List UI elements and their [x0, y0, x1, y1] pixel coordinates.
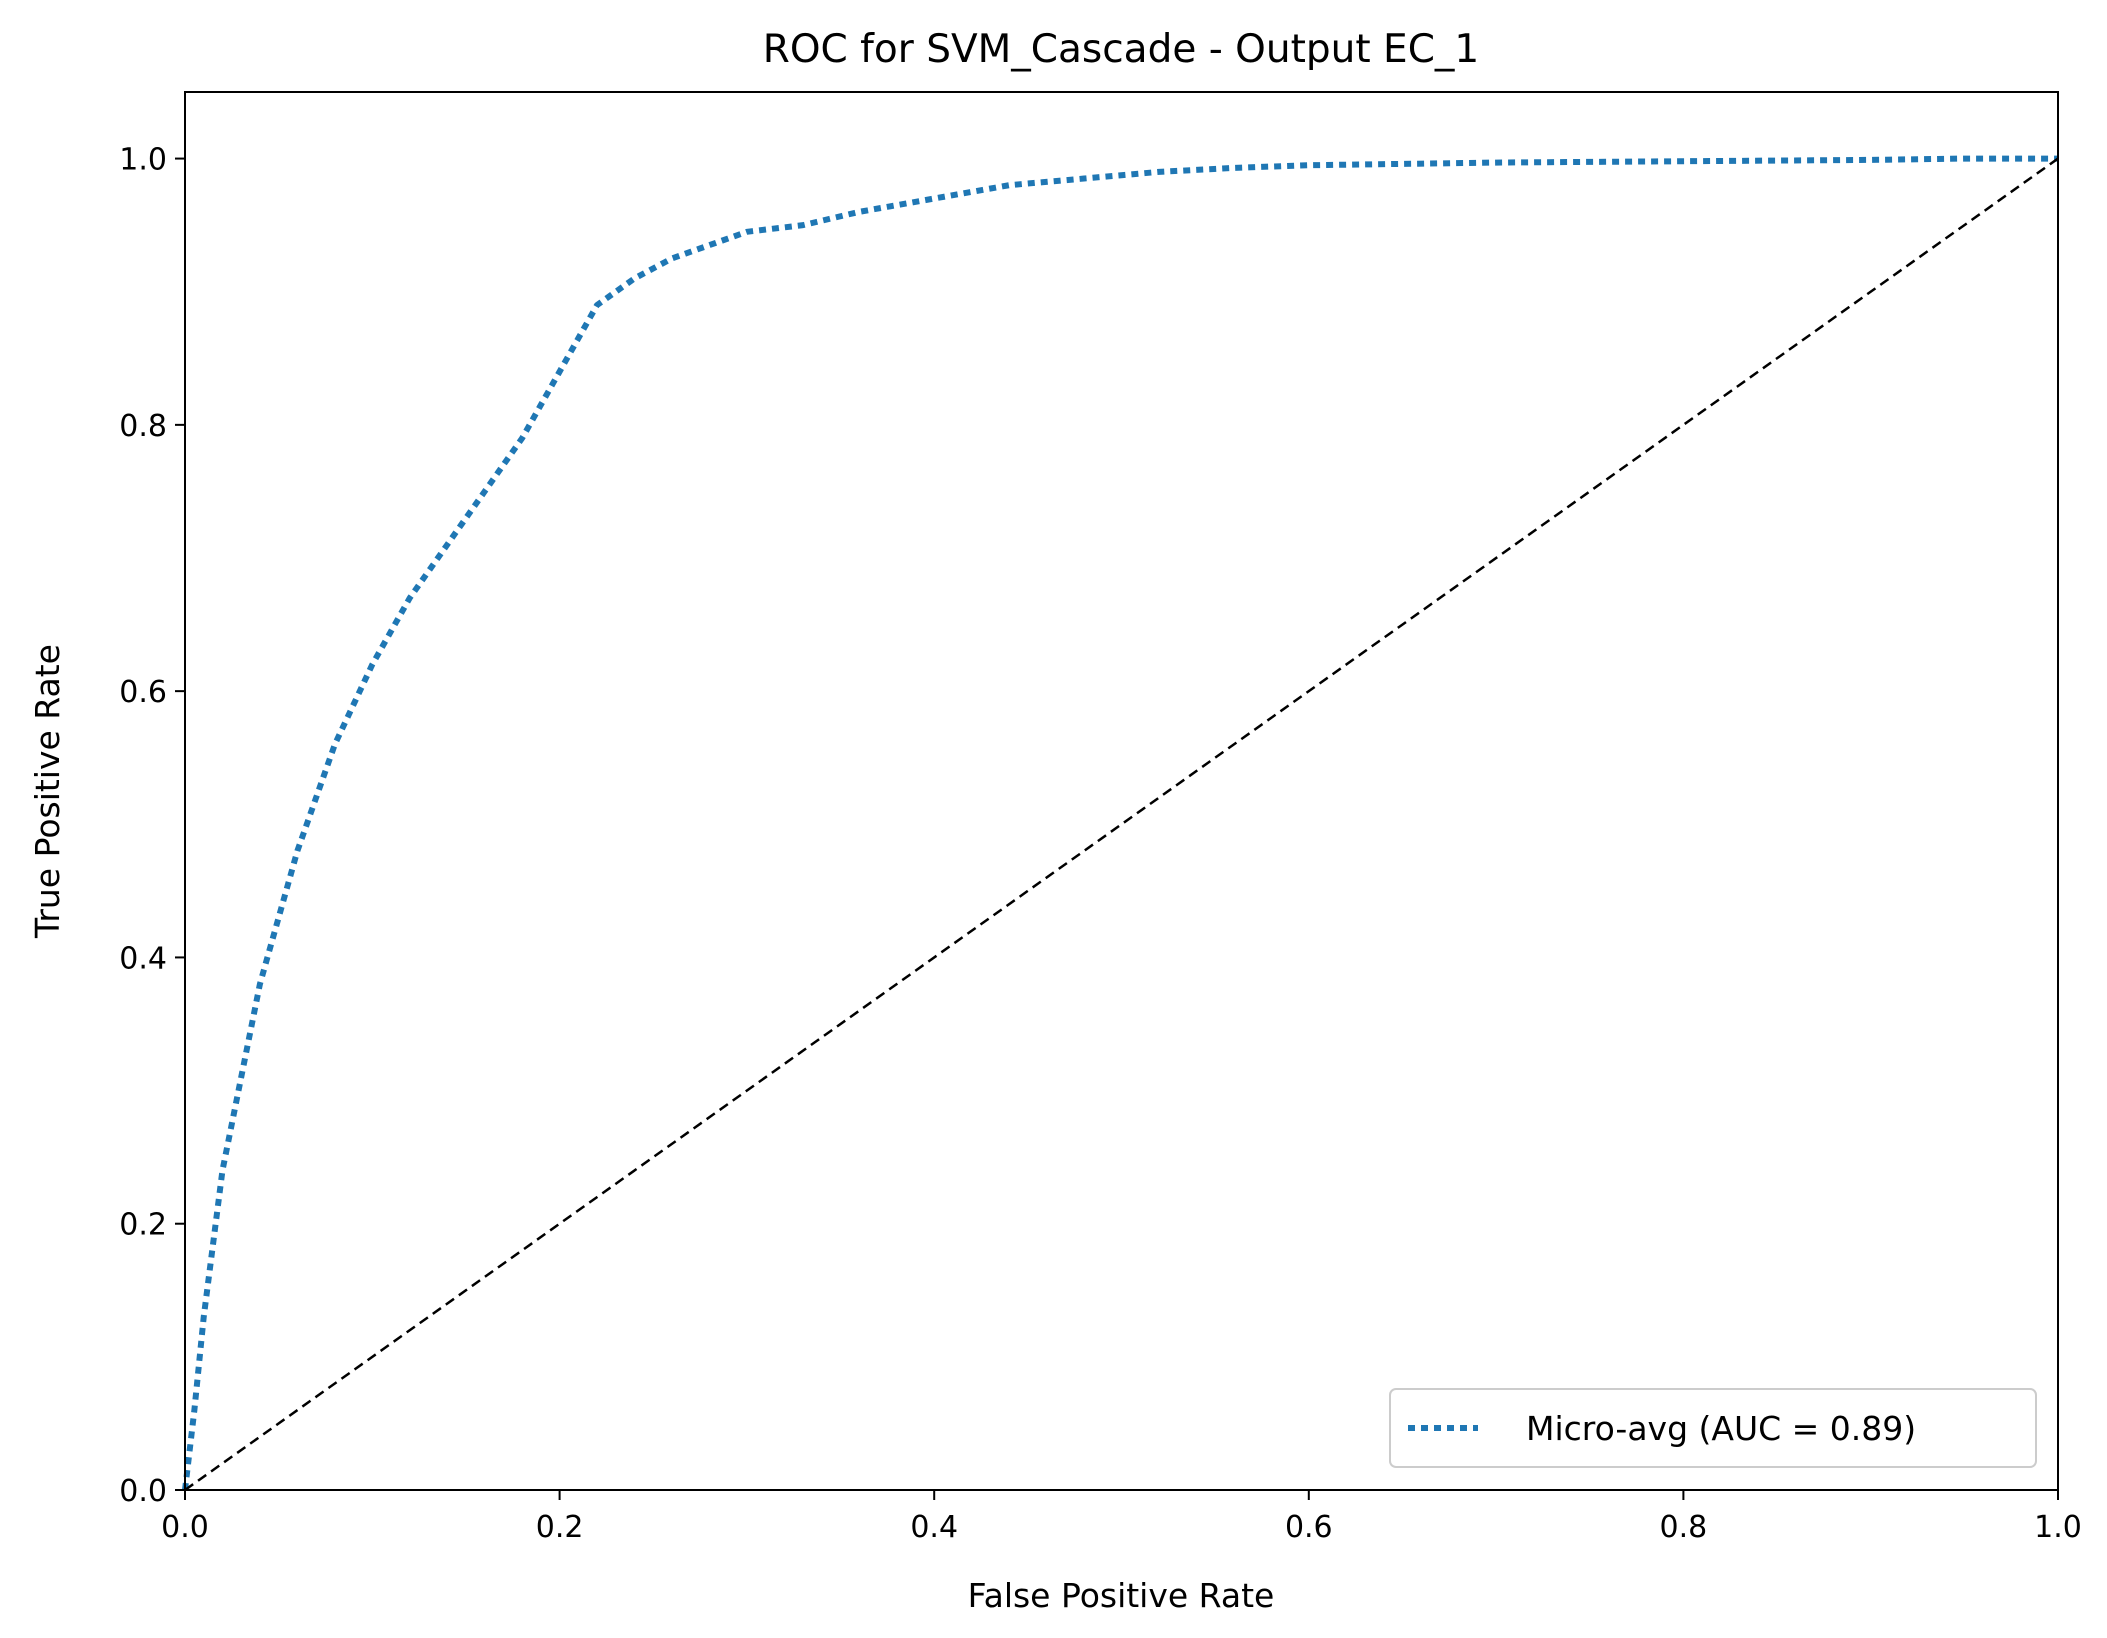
plot-background	[185, 92, 2058, 1490]
y-axis-ticks: 0.0 0.2 0.4 0.6 0.8 1.0	[119, 143, 185, 1509]
plot-frame	[184, 91, 2059, 1491]
x-axis-label: False Positive Rate	[968, 1576, 1275, 1615]
x-tick-label: 0.4	[910, 1510, 958, 1545]
legend-box	[1389, 1388, 2037, 1468]
legend: Micro-avg (AUC = 0.89)	[1389, 1388, 2037, 1468]
x-tick-label: 0.2	[536, 1510, 584, 1545]
x-tick-label: 0.8	[1660, 1510, 1708, 1545]
chart-title: ROC for SVM_Cascade - Output EC_1	[763, 27, 1480, 72]
y-tick-label: 0.2	[119, 1208, 167, 1243]
plot-area	[182, 91, 2059, 1492]
x-tick-label: 0.0	[161, 1510, 209, 1545]
y-tick-label: 1.0	[119, 143, 167, 178]
y-tick-label: 0.8	[119, 409, 167, 444]
y-tick-label: 0.0	[119, 1474, 167, 1509]
legend-entry-micro-avg: Micro-avg (AUC = 0.89)	[1526, 1409, 1916, 1448]
x-axis-ticks: 0.0 0.2 0.4 0.6 0.8 1.0	[161, 1490, 2082, 1545]
y-tick-label: 0.6	[119, 675, 167, 710]
x-tick-label: 1.0	[2034, 1510, 2082, 1545]
y-tick-label: 0.4	[119, 941, 167, 976]
x-tick-label: 0.6	[1285, 1510, 1333, 1545]
y-axis-label: True Positive Rate	[28, 644, 67, 939]
